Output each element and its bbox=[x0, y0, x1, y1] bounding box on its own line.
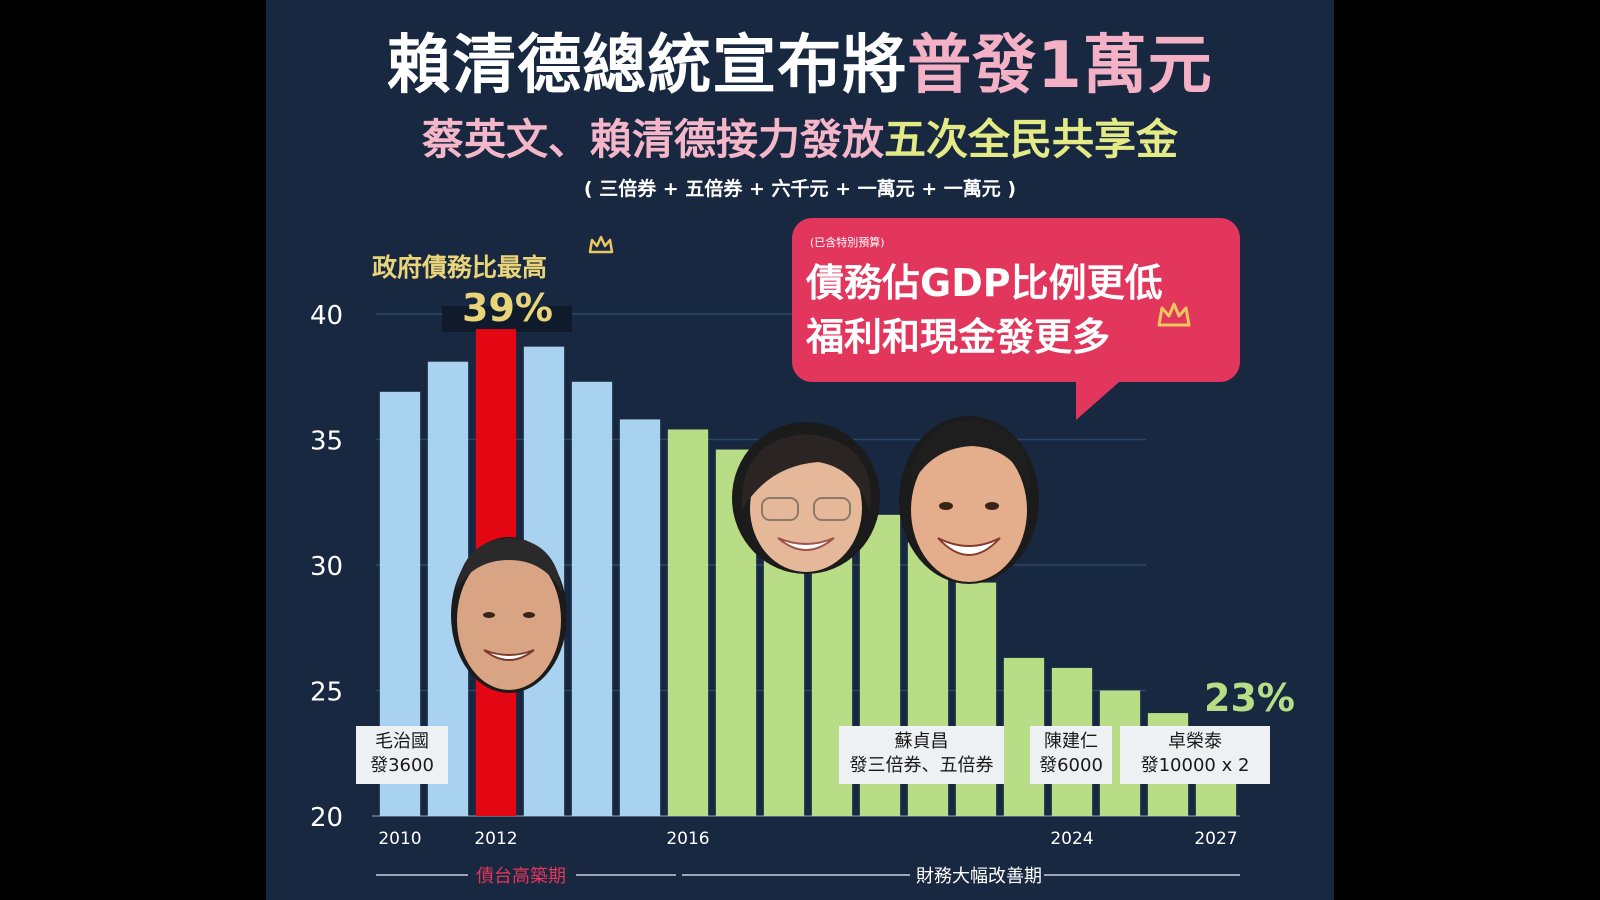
premier-name: 卓榮泰 bbox=[1168, 731, 1222, 752]
peak-band bbox=[442, 306, 572, 332]
end-value: 23% bbox=[1204, 676, 1295, 720]
peak-label: 政府債務比最高 bbox=[372, 253, 548, 282]
premier-box-chen: 陳建仁 發6000 bbox=[1030, 726, 1112, 784]
bubble-line-2: 福利和現金發更多 bbox=[806, 315, 1111, 359]
period-2-line-right bbox=[1044, 874, 1240, 876]
page-subtitle: 蔡英文、賴清德接力發放五次全民共享金 bbox=[266, 106, 1334, 167]
speech-bubble: (已含特別預算) 債務佔GDP比例更低 福利和現金發更多 bbox=[792, 218, 1240, 382]
premier-box-mao: 毛治國 發3600 bbox=[356, 726, 448, 784]
subtitle-highlight: 五次全民共享金 bbox=[884, 115, 1179, 164]
tsai-face bbox=[732, 422, 880, 574]
bar-2016 bbox=[667, 429, 709, 816]
premier-name: 蘇貞昌 bbox=[894, 731, 949, 752]
y-tick-label: 30 bbox=[310, 552, 343, 582]
ma-face bbox=[451, 537, 567, 693]
premier-detail: 發3600 bbox=[370, 755, 434, 776]
y-tick-label: 40 bbox=[310, 301, 343, 331]
x-tick-label: 2027 bbox=[1194, 829, 1237, 849]
title-highlight: 普發1萬元 bbox=[907, 29, 1213, 103]
page-title: 賴清德總統宣布將普發1萬元 bbox=[266, 14, 1334, 106]
crown-icon bbox=[1157, 302, 1191, 327]
title-main: 賴清德總統宣布將 bbox=[387, 29, 908, 103]
subtitle-main: 蔡英文、賴清德接力發放 bbox=[421, 115, 884, 164]
premier-detail: 發6000 bbox=[1039, 755, 1103, 776]
bubble-line-1: 債務佔GDP比例更低 bbox=[806, 261, 1163, 305]
peak-value: 39% bbox=[462, 286, 553, 330]
bubble-footnote: (已含特別預算) bbox=[810, 236, 885, 249]
period-2-line-left bbox=[682, 874, 910, 876]
premier-box-cho: 卓榮泰 發10000 x 2 bbox=[1120, 726, 1270, 784]
poster: 賴清德總統宣布將普發1萬元 蔡英文、賴清德接力發放五次全民共享金 ( 三倍券 +… bbox=[266, 0, 1334, 900]
bar-2014 bbox=[571, 381, 613, 816]
period-1-line-right bbox=[576, 874, 676, 876]
x-tick-label: 2012 bbox=[474, 829, 517, 849]
lai-face bbox=[899, 416, 1039, 584]
x-tick-label: 2024 bbox=[1050, 829, 1093, 849]
voucher-note: ( 三倍券 + 五倍券 + 六千元 + 一萬元 + 一萬元 ) bbox=[583, 178, 1017, 200]
y-tick-label: 35 bbox=[310, 427, 343, 457]
period-1-line-left bbox=[376, 874, 468, 876]
period-label-improve: 財務大幅改善期 bbox=[916, 866, 1042, 887]
x-tick-label: 2010 bbox=[378, 829, 421, 849]
period-label-debt: 債台高築期 bbox=[476, 866, 566, 887]
x-tick-label: 2016 bbox=[666, 829, 709, 849]
premier-name: 毛治國 bbox=[375, 731, 429, 752]
premier-name: 陳建仁 bbox=[1044, 731, 1098, 752]
crown-icon bbox=[588, 235, 614, 254]
bubble-tail bbox=[1076, 376, 1126, 420]
y-tick-label: 25 bbox=[310, 678, 343, 708]
premier-box-su: 蘇貞昌 發三倍券、五倍券 bbox=[839, 726, 1004, 784]
y-tick-label: 20 bbox=[310, 803, 343, 833]
premier-detail: 發三倍券、五倍券 bbox=[849, 755, 994, 776]
bar-2015 bbox=[619, 419, 661, 816]
premier-detail: 發10000 x 2 bbox=[1140, 755, 1250, 776]
